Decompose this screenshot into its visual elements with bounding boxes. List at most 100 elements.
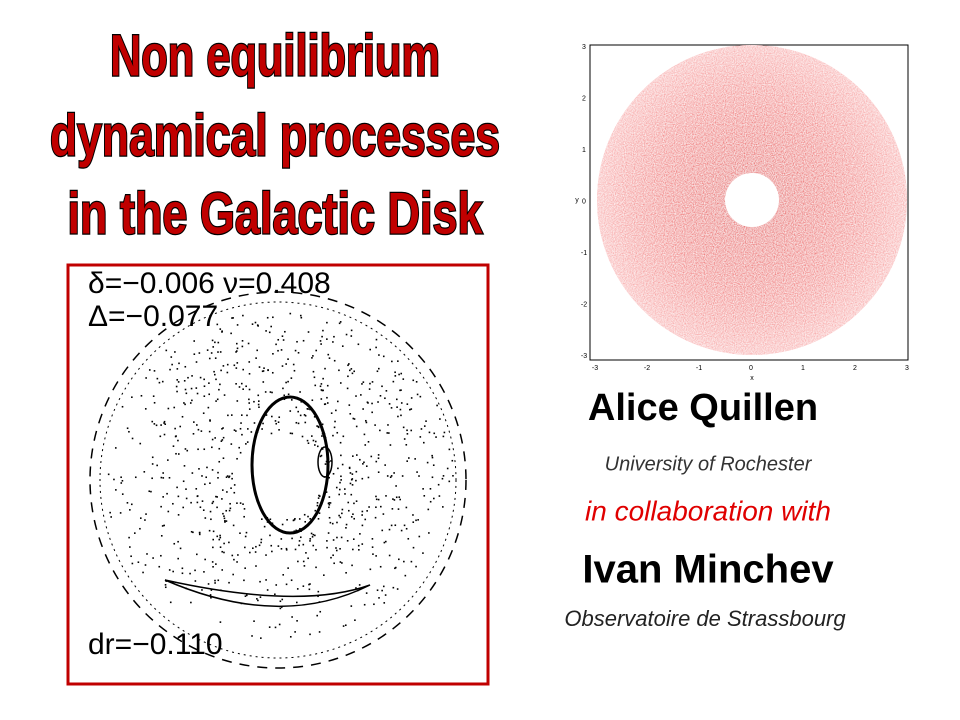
dot: [222, 457, 225, 460]
dot: [431, 456, 434, 459]
dot: [249, 551, 251, 554]
dot: [225, 476, 228, 479]
dot: [265, 554, 267, 556]
dot: [248, 361, 251, 363]
dot: [212, 500, 215, 503]
dot: [275, 584, 278, 586]
dot: [248, 372, 251, 375]
dot: [365, 592, 368, 594]
dot: [284, 330, 286, 333]
dot: [260, 637, 262, 639]
dot: [223, 542, 225, 545]
dot: [182, 506, 185, 509]
dot: [218, 460, 221, 463]
dot: [160, 476, 163, 479]
dot: [412, 514, 414, 516]
dot: [264, 391, 267, 393]
dot: [350, 605, 353, 607]
dot: [221, 489, 224, 491]
dot: [390, 524, 393, 527]
dot: [211, 438, 214, 441]
dot: [289, 635, 292, 638]
dot: [351, 478, 354, 480]
dot: [121, 405, 124, 408]
dot: [400, 389, 402, 391]
dot: [423, 495, 426, 497]
dot: [160, 505, 162, 508]
dot: [439, 418, 441, 420]
dot: [374, 424, 376, 426]
dot: [399, 389, 401, 392]
dot: [397, 415, 399, 418]
dot: [375, 555, 377, 557]
dot: [232, 317, 234, 319]
dot: [420, 428, 423, 430]
dot: [347, 364, 349, 367]
dot: [351, 484, 354, 486]
dot: [207, 406, 210, 409]
dot: [219, 351, 222, 353]
dot: [295, 421, 298, 424]
dot: [274, 593, 276, 596]
dot: [448, 480, 451, 483]
dot: [243, 579, 245, 582]
dot: [133, 532, 136, 534]
dot: [322, 329, 324, 332]
dot: [346, 540, 349, 542]
dot: [196, 424, 198, 426]
dot: [181, 415, 184, 418]
dot: [159, 435, 162, 438]
dot: [406, 433, 409, 435]
dot: [356, 454, 358, 456]
dot: [335, 486, 338, 489]
dot: [144, 564, 147, 566]
dot: [367, 440, 370, 443]
dot: [321, 423, 324, 426]
dot: [317, 425, 320, 428]
dot: [220, 369, 222, 372]
dot: [206, 466, 208, 469]
dot: [381, 529, 384, 532]
dot: [152, 395, 155, 397]
dot: [221, 550, 224, 553]
dot: [360, 394, 362, 396]
dot: [166, 492, 168, 495]
dot: [245, 385, 247, 388]
dot: [315, 349, 318, 352]
dot: [246, 594, 248, 597]
dot: [417, 519, 419, 521]
dot: [244, 595, 247, 597]
dot: [398, 558, 400, 561]
dot: [400, 372, 403, 375]
dot: [178, 453, 180, 455]
dot: [339, 561, 342, 563]
dot: [202, 509, 205, 511]
dot: [176, 368, 179, 370]
dot: [364, 444, 367, 446]
dot: [379, 429, 381, 432]
dot: [242, 368, 245, 371]
dot: [372, 553, 374, 555]
dot: [296, 601, 298, 604]
dot: [231, 477, 233, 480]
dot: [347, 375, 349, 378]
dot: [145, 513, 147, 515]
dot: [349, 482, 352, 485]
dot: [176, 486, 178, 489]
dot: [262, 422, 264, 425]
dot: [332, 341, 334, 343]
dot: [355, 470, 358, 473]
dot: [271, 415, 273, 418]
dot: [351, 473, 354, 475]
dot: [303, 414, 306, 416]
dot: [279, 607, 282, 610]
dot: [383, 541, 386, 544]
dot: [260, 541, 262, 544]
dot: [252, 547, 254, 550]
dot: [285, 381, 287, 384]
dot: [238, 386, 241, 388]
dot: [344, 624, 347, 627]
dot: [213, 370, 215, 373]
dot: [322, 377, 324, 380]
dot: [388, 403, 391, 405]
